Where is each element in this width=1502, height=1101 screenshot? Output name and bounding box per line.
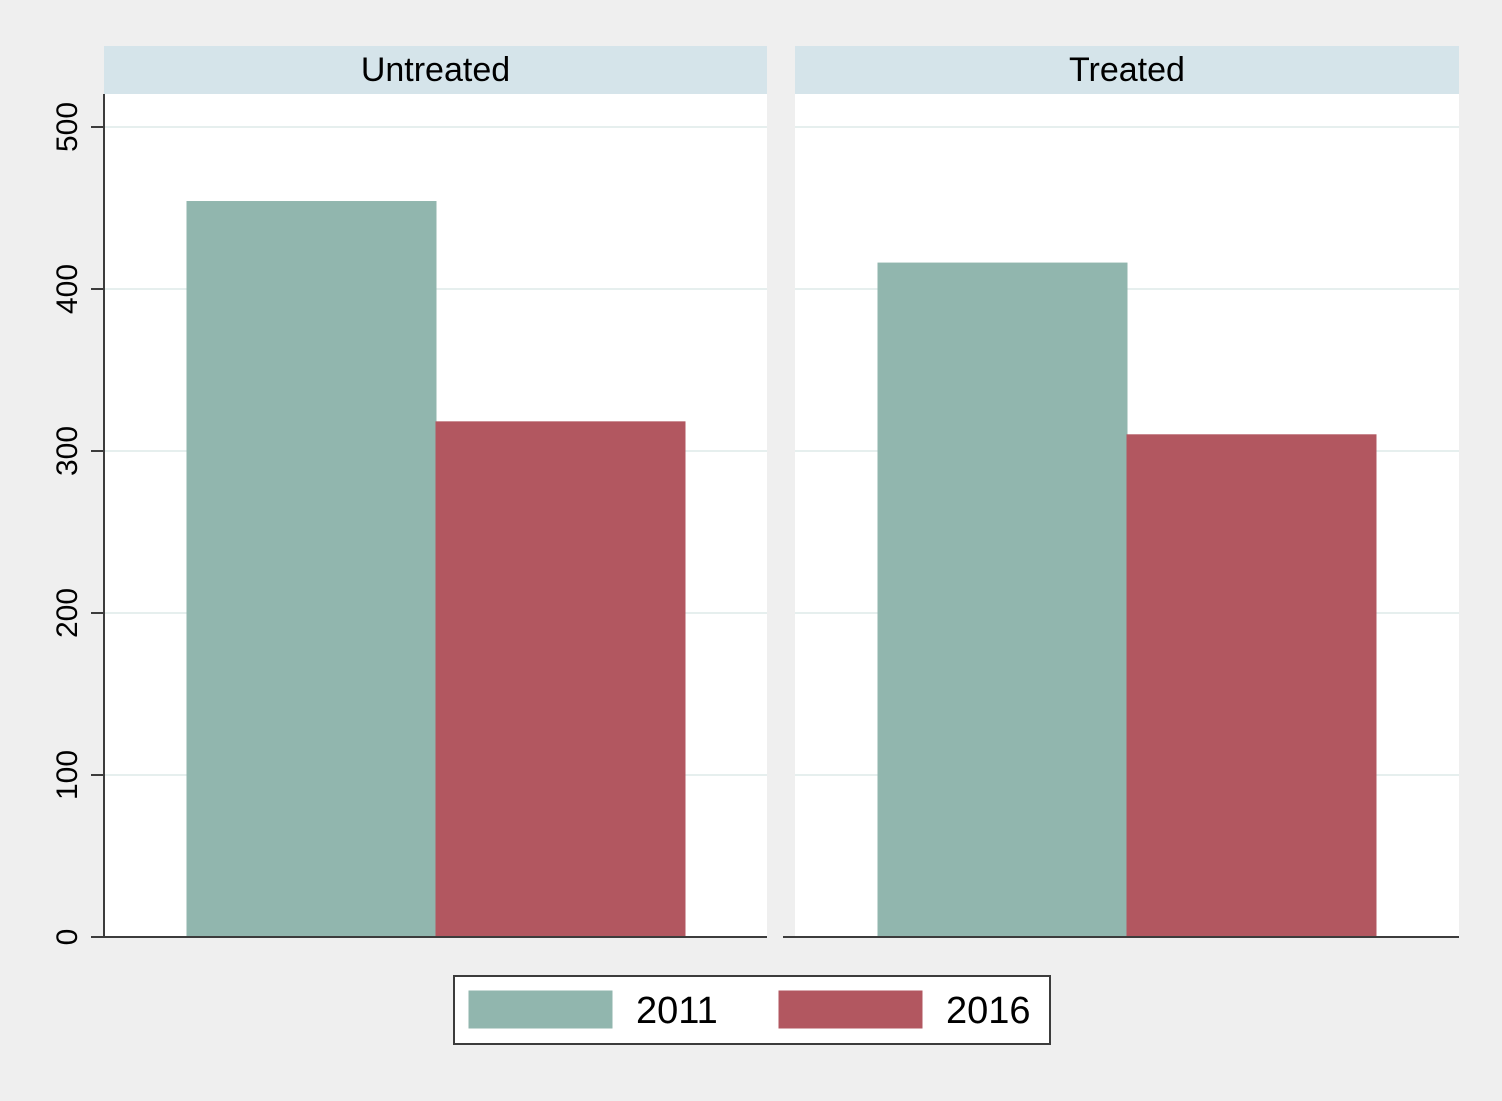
bar-2011-untreated [186,201,437,938]
facet-header [795,46,1459,94]
y-tick-label: 0 [51,929,84,946]
facet-panel-treated: Treated [783,46,1459,938]
facet-panel-untreated: Untreated [92,46,767,938]
legend-label: 2011 [636,990,718,1032]
y-tick-label: 100 [51,750,84,800]
legend-item-2016: 2016 [778,990,1031,1032]
legend-swatch [468,990,613,1029]
bar-2011-treated [877,262,1128,938]
legend-swatch [778,990,923,1029]
y-tick-label: 400 [51,264,84,314]
facet-label: Treated [1069,51,1185,89]
y-tick-label: 500 [51,102,84,152]
bar-2016-treated [1126,434,1377,938]
facet-header [104,46,767,94]
y-tick-label: 200 [51,588,84,638]
facet-panels: Untreated Treated [92,46,1459,938]
facet-label: Untreated [361,51,510,89]
legend-item-2011: 2011 [468,990,718,1032]
legend: 2011 2016 [453,975,1051,1045]
y-tick-label: 300 [51,426,84,476]
y-axis: 0 100 200 300 400 500 [51,94,105,946]
legend-label: 2016 [946,990,1031,1032]
bar-2016-untreated [435,421,686,938]
